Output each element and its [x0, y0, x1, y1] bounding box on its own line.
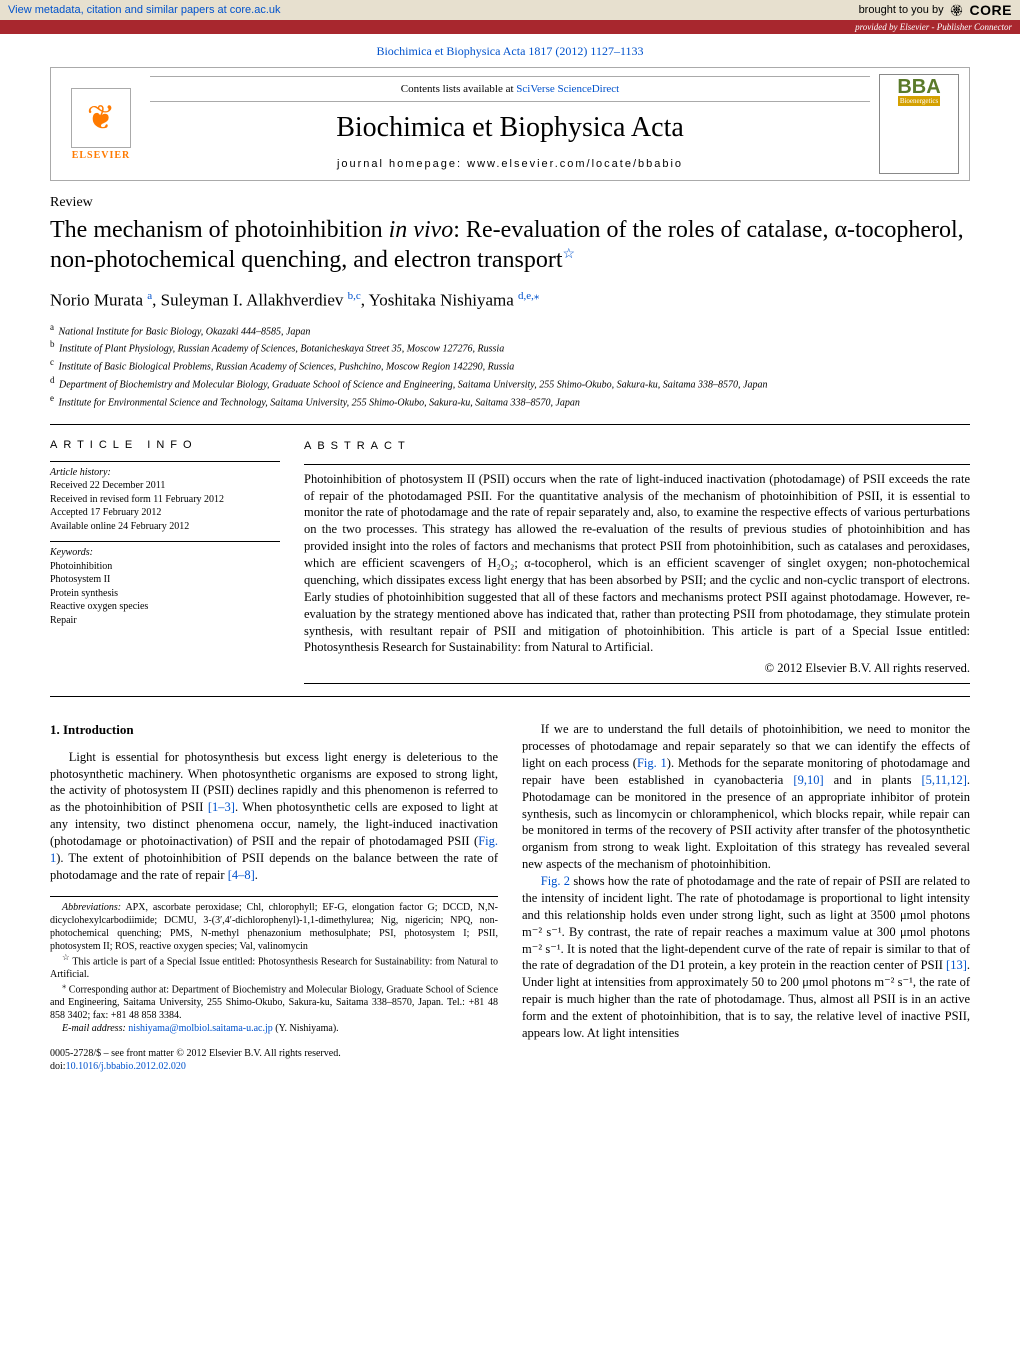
front-matter: 0005-2728/$ – see front matter © 2012 El…: [50, 1047, 498, 1073]
authors-line: Norio Murata a, Suleyman I. Allakhverdie…: [50, 289, 970, 311]
sciencedirect-link[interactable]: SciVerse ScienceDirect: [516, 83, 619, 95]
affil-link-c[interactable]: c: [356, 290, 361, 302]
body-column-right: If we are to understand the full details…: [522, 721, 970, 1073]
article-info-column: ARTICLE INFO Article history: Received 2…: [50, 439, 280, 684]
intro-heading: 1. Introduction: [50, 721, 498, 739]
provided-by-banner: provided by Elsevier - Publisher Connect…: [0, 20, 1020, 34]
intro-paragraph-1: Light is essential for photosynthesis bu…: [50, 749, 498, 884]
corresponding-link[interactable]: ⁎: [534, 290, 540, 302]
intro-paragraph-3: Fig. 2 shows how the rate of photodamage…: [522, 873, 970, 1042]
brought-to-you-label: brought to you by: [859, 4, 944, 16]
article-info-heading: ARTICLE INFO: [50, 439, 280, 451]
article-title: The mechanism of photoinhibition in vivo…: [50, 215, 970, 275]
journal-homepage: journal homepage: www.elsevier.com/locat…: [151, 158, 869, 170]
footnotes: Abbreviations: APX, ascorbate peroxidase…: [50, 896, 498, 1036]
affil-link-d[interactable]: d: [518, 290, 524, 302]
fig-link[interactable]: Fig. 2: [541, 874, 570, 888]
title-footnote-star: ☆: [563, 247, 576, 262]
email-link[interactable]: nishiyama@molbiol.saitama-u.ac.jp: [128, 1023, 272, 1034]
core-brand: CORE: [970, 2, 1012, 18]
bba-logo: BBA: [897, 79, 940, 95]
citation-link[interactable]: Biochimica et Biophysica Acta 1817 (2012…: [376, 44, 643, 58]
ref-link[interactable]: [13]: [946, 958, 967, 972]
core-logo-icon: 🏵: [950, 4, 964, 17]
divider: [50, 696, 970, 697]
article-type: Review: [50, 195, 970, 211]
bba-subject: Bioenergetics: [898, 96, 940, 106]
journal-citation: Biochimica et Biophysica Acta 1817 (2012…: [0, 44, 1020, 59]
body-column-left: 1. Introduction Light is essential for p…: [50, 721, 498, 1073]
abstract-text: Photoinhibition of photosystem II (PSII)…: [304, 471, 970, 657]
affil-link-a[interactable]: a: [147, 290, 152, 302]
masthead: ❦ ELSEVIER Contents lists available at S…: [50, 67, 970, 181]
abstract-column: ABSTRACT Photoinhibition of photosystem …: [304, 439, 970, 684]
fig-link[interactable]: Fig. 1: [637, 756, 667, 770]
contents-available-line: Contents lists available at SciVerse Sci…: [150, 76, 870, 102]
core-metadata-link[interactable]: View metadata, citation and similar pape…: [8, 4, 281, 16]
elsevier-logo: ❦ ELSEVIER: [51, 68, 151, 180]
elsevier-wordmark: ELSEVIER: [72, 150, 131, 161]
journal-cover: BBA Bioenergetics: [869, 68, 969, 180]
affil-link-e[interactable]: e: [526, 290, 531, 302]
journal-title: Biochimica et Biophysica Acta: [151, 112, 869, 144]
ref-link[interactable]: [1–3]: [208, 800, 235, 814]
divider: [50, 424, 970, 425]
ref-link[interactable]: [5,11,12]: [922, 773, 967, 787]
article-history: Article history: Received 22 December 20…: [50, 466, 280, 534]
affiliations: a National Institute for Basic Biology, …: [50, 321, 970, 410]
ref-link[interactable]: [9,10]: [793, 773, 823, 787]
doi-link[interactable]: 10.1016/j.bbabio.2012.02.020: [66, 1061, 186, 1072]
ref-link[interactable]: [4–8]: [228, 868, 255, 882]
intro-paragraph-2: If we are to understand the full details…: [522, 721, 970, 873]
abstract-copyright: © 2012 Elsevier B.V. All rights reserved…: [304, 660, 970, 677]
elsevier-tree-icon: ❦: [71, 88, 131, 148]
keywords-block: Keywords: Photoinhibition Photosystem II…: [50, 546, 280, 627]
core-banner: View metadata, citation and similar pape…: [0, 0, 1020, 20]
affil-link-b[interactable]: b: [348, 290, 354, 302]
abstract-heading: ABSTRACT: [304, 439, 970, 454]
